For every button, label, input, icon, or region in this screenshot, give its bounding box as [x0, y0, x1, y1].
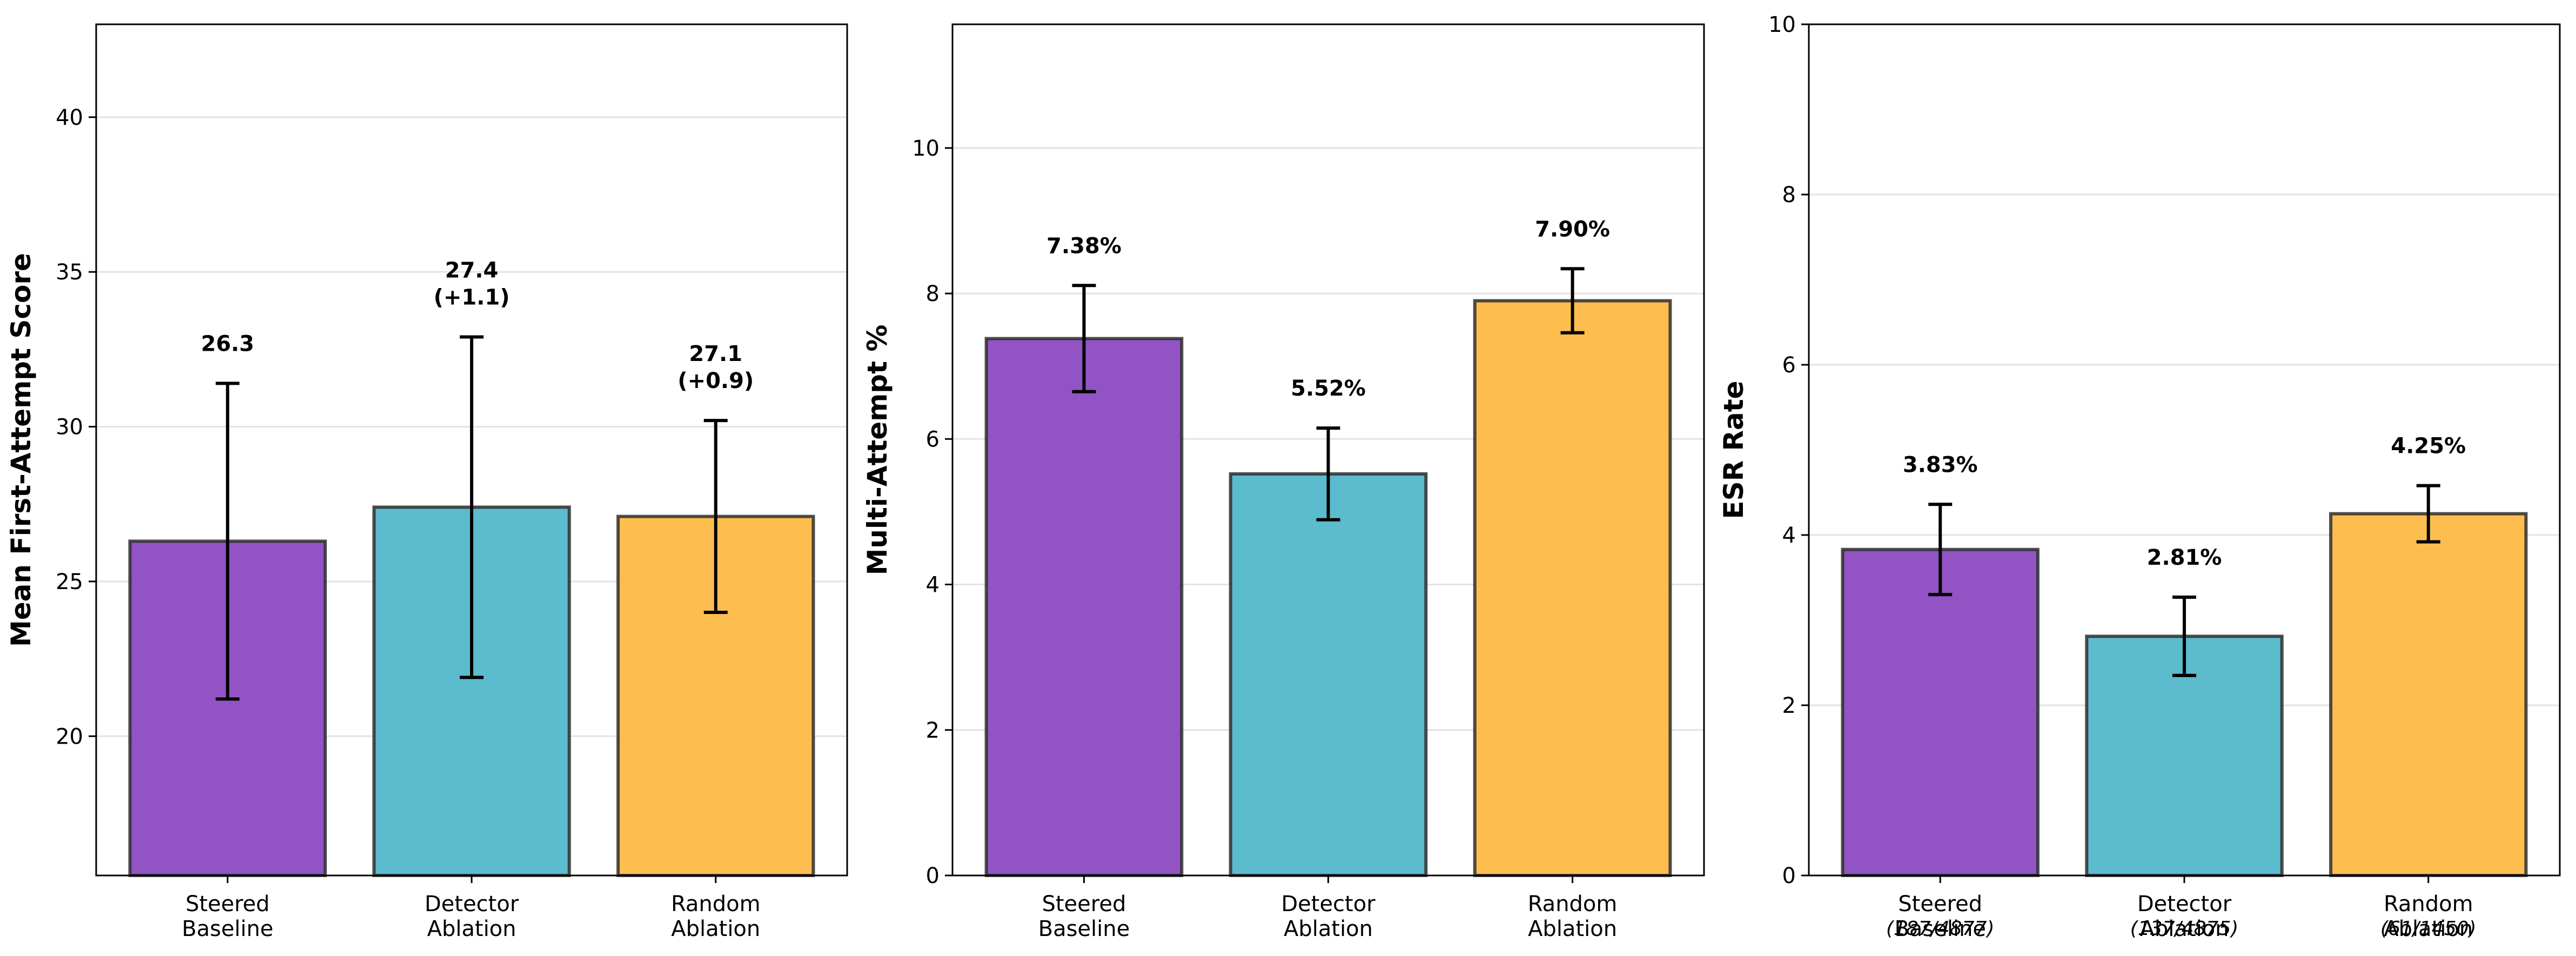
panel-first-attempt-score: 20 25 30 35 40 Mean First-Attempt Score 26.3 St… [5, 23, 848, 941]
data-label: 27.4 [445, 258, 499, 283]
y-tick-label: 25 [56, 570, 83, 594]
y-tick-label: 2 [1782, 693, 1796, 718]
panel-multi-attempt: 0 2 4 6 8 10 Multi-Attempt % 7.38% SteeredBaseli… [862, 23, 1705, 941]
x-tick-label: Ablation [2140, 917, 2229, 941]
y-tick-label: 4 [926, 573, 940, 598]
y-tick-label: 40 [56, 105, 83, 130]
plot-frame [951, 23, 1705, 877]
data-label: (+0.9) [677, 369, 754, 393]
bar [1841, 547, 2040, 877]
x-tick-label: Baseline [182, 917, 273, 941]
x-tick-label: Steered [185, 892, 270, 917]
y-axis-title: ESR Rate [1718, 380, 1749, 519]
y-tick-label: 8 [1782, 183, 1796, 208]
y-tick-label: 2 [926, 718, 940, 743]
data-label: 7.38% [1046, 233, 1122, 258]
count-label: (187/4877) [1886, 918, 1995, 940]
x-tick-label: Detector [1281, 892, 1376, 917]
x-tick-label: Ablation [1528, 917, 1617, 941]
data-label: 5.52% [1291, 376, 1366, 401]
plot-frame [1808, 23, 2561, 877]
y-tick-label: 20 [56, 724, 83, 749]
data-label: 2.81% [2147, 545, 2222, 570]
y-tick-label: 8 [926, 282, 940, 306]
data-label: 4.25% [2391, 434, 2466, 459]
data-label: 7.90% [1535, 217, 1610, 242]
y-tick-label: 30 [56, 415, 83, 440]
y-tick-label: 0 [926, 864, 940, 888]
x-tick-label: Random [671, 892, 761, 917]
y-tick-label: 10 [1768, 12, 1796, 37]
x-tick-label: Steered [1898, 892, 1982, 917]
y-tick-label: 6 [926, 427, 940, 452]
x-tick-label: Baseline [1894, 917, 1986, 941]
y-tick-label: 10 [912, 136, 940, 161]
x-tick-label: Steered [1042, 892, 1126, 917]
y-tick-label: 0 [1782, 864, 1796, 888]
y-axis-title: Multi-Attempt % [862, 325, 893, 576]
x-tick-label: Ablation [2384, 917, 2473, 941]
y-tick-label: 35 [56, 260, 83, 285]
bar [984, 337, 1184, 877]
bar [1229, 472, 1428, 877]
x-tick-label: Random [1528, 892, 1618, 917]
panel-esr-rate: 0 2 4 6 8 10 ESR Rate 3.83% SteeredBaseline(187/… [1718, 12, 2561, 941]
count-label: (61/1450) [2380, 918, 2477, 940]
x-tick-label: Ablation [1284, 917, 1373, 941]
bar [1473, 299, 1672, 877]
y-tick-label: 4 [1782, 523, 1796, 548]
data-label: 3.83% [1903, 452, 1978, 477]
bar [2329, 512, 2528, 877]
plot-frame [95, 23, 848, 877]
x-tick-label: Ablation [427, 917, 516, 941]
x-tick-label: Detector [2137, 892, 2232, 917]
x-tick-label: Ablation [671, 917, 760, 941]
x-tick-label: Detector [425, 892, 519, 917]
data-label: 26.3 [201, 331, 254, 356]
count-label: (137/4875) [2130, 918, 2239, 940]
data-label: (+1.1) [434, 285, 510, 310]
data-label: 27.1 [689, 342, 742, 366]
x-tick-label: Baseline [1038, 917, 1130, 941]
y-tick-label: 6 [1782, 353, 1796, 378]
x-tick-label: Random [2384, 892, 2473, 917]
y-axis-title: Mean First-Attempt Score [5, 253, 37, 647]
